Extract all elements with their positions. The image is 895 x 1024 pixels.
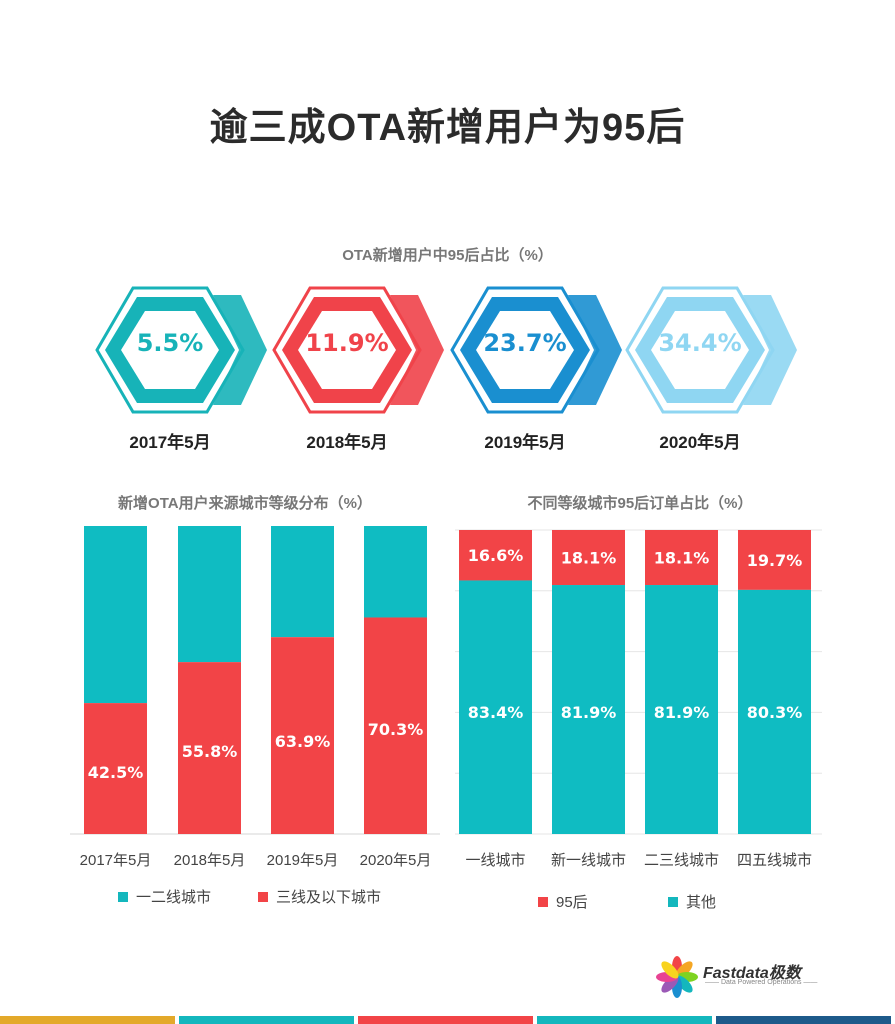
x-tick-label: 四五线城市 [737,852,812,869]
legend-swatch-teal [668,896,678,907]
flower-logo-icon [656,956,698,998]
data-label: 70.3% [368,720,424,739]
logo-name: Fastdata极数 [703,965,801,982]
bar-other [552,585,625,834]
bar-tier12 [271,526,334,638]
logo-tagline: —— Data Powered Operations —— [705,979,818,986]
data-label: 81.9% [561,703,617,722]
data-label: 19.7% [747,551,803,570]
hex-section-subtitle: OTA新增用户中95后占比（%） [342,247,553,264]
bar-tier12 [178,526,241,663]
bar-tier12 [84,526,147,704]
bar-95 [645,530,718,586]
legend-swatch-teal [118,891,128,902]
bar-tier3plus [84,703,147,834]
legend-item-tier3plus: 三线及以下城市 [258,886,381,907]
legend-swatch-red [258,891,268,902]
legend-item-other: 其他 [668,891,716,912]
left-chart-title: 新增OTA用户来源城市等级分布（%） [118,495,372,512]
footer-stripe [179,1016,354,1024]
data-label: 55.8% [182,742,238,761]
x-tick-label: 2019年5月 [267,852,339,869]
hexagon-icon [625,286,797,414]
right-chart-title: 不同等级城市95后订单占比（%） [527,495,753,512]
legend-label: 其他 [686,894,717,911]
data-label: 18.1% [654,549,710,568]
legend-item-95: 95后 [538,891,588,912]
x-tick-label: 2018年5月 [174,852,246,869]
hexagon-icon [95,286,267,414]
data-label: 81.9% [654,703,710,722]
bar-other [738,589,811,834]
hex-value: 11.9% [305,329,389,357]
bar-95 [459,530,532,581]
brand-logo: Fastdata极数 —— Data Powered Operations —— [655,955,818,998]
bar-other [459,580,532,834]
bar-tier3plus [178,662,241,834]
footer-stripe [358,1016,533,1024]
x-tick-label: 二三线城市 [644,852,719,869]
bar-tier3plus [271,637,334,834]
hex-value: 34.4% [658,329,742,357]
bar-other [645,585,718,834]
hex-badge: 11.9% [272,285,452,415]
legend-swatch-red [538,896,548,907]
x-tick-label: 2020年5月 [360,852,432,869]
footer-stripe [0,1016,175,1024]
data-label: 42.5% [88,763,144,782]
data-label: 18.1% [561,549,617,568]
bar-tier3plus [364,617,427,834]
footer-stripe [537,1016,712,1024]
x-tick-label: 2017年5月 [80,852,152,869]
page-title: 逾三成OTA新增用户为95后 [209,107,686,149]
data-label: 63.9% [275,732,331,751]
hex-value: 5.5% [136,329,204,357]
x-tick-label: 新一线城市 [551,852,626,869]
data-label: 83.4% [468,703,524,722]
hex-value: 23.7% [483,329,567,357]
bar-tier12 [364,526,427,618]
data-label: 16.6% [468,546,524,565]
hex-year-label: 2017年5月 [129,433,211,452]
hex-badge: 5.5% [95,285,275,415]
legend-label: 一二线城市 [136,889,212,906]
x-tick-label: 一线城市 [465,852,525,869]
legend-label: 95后 [556,894,588,911]
hex-badge: 23.7% [450,285,630,415]
legend-item-tier12: 一二线城市 [118,886,211,907]
hexagon-icon [450,286,622,414]
bar-95 [552,530,625,586]
hex-year-label: 2019年5月 [484,433,566,452]
legend-label: 三线及以下城市 [276,889,382,906]
footer-stripe [716,1016,891,1024]
hexagon-icon [272,286,444,414]
hex-year-label: 2018年5月 [306,433,388,452]
data-label: 80.3% [747,703,803,722]
bar-95 [738,530,811,590]
hex-year-label: 2020年5月 [659,433,741,452]
hex-badge: 34.4% [625,285,805,415]
